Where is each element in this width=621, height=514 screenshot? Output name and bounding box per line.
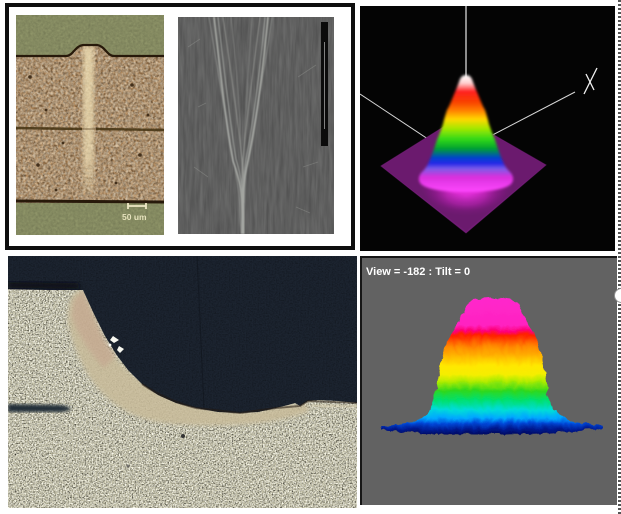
svg-text:50 um: 50 um: [122, 212, 147, 222]
